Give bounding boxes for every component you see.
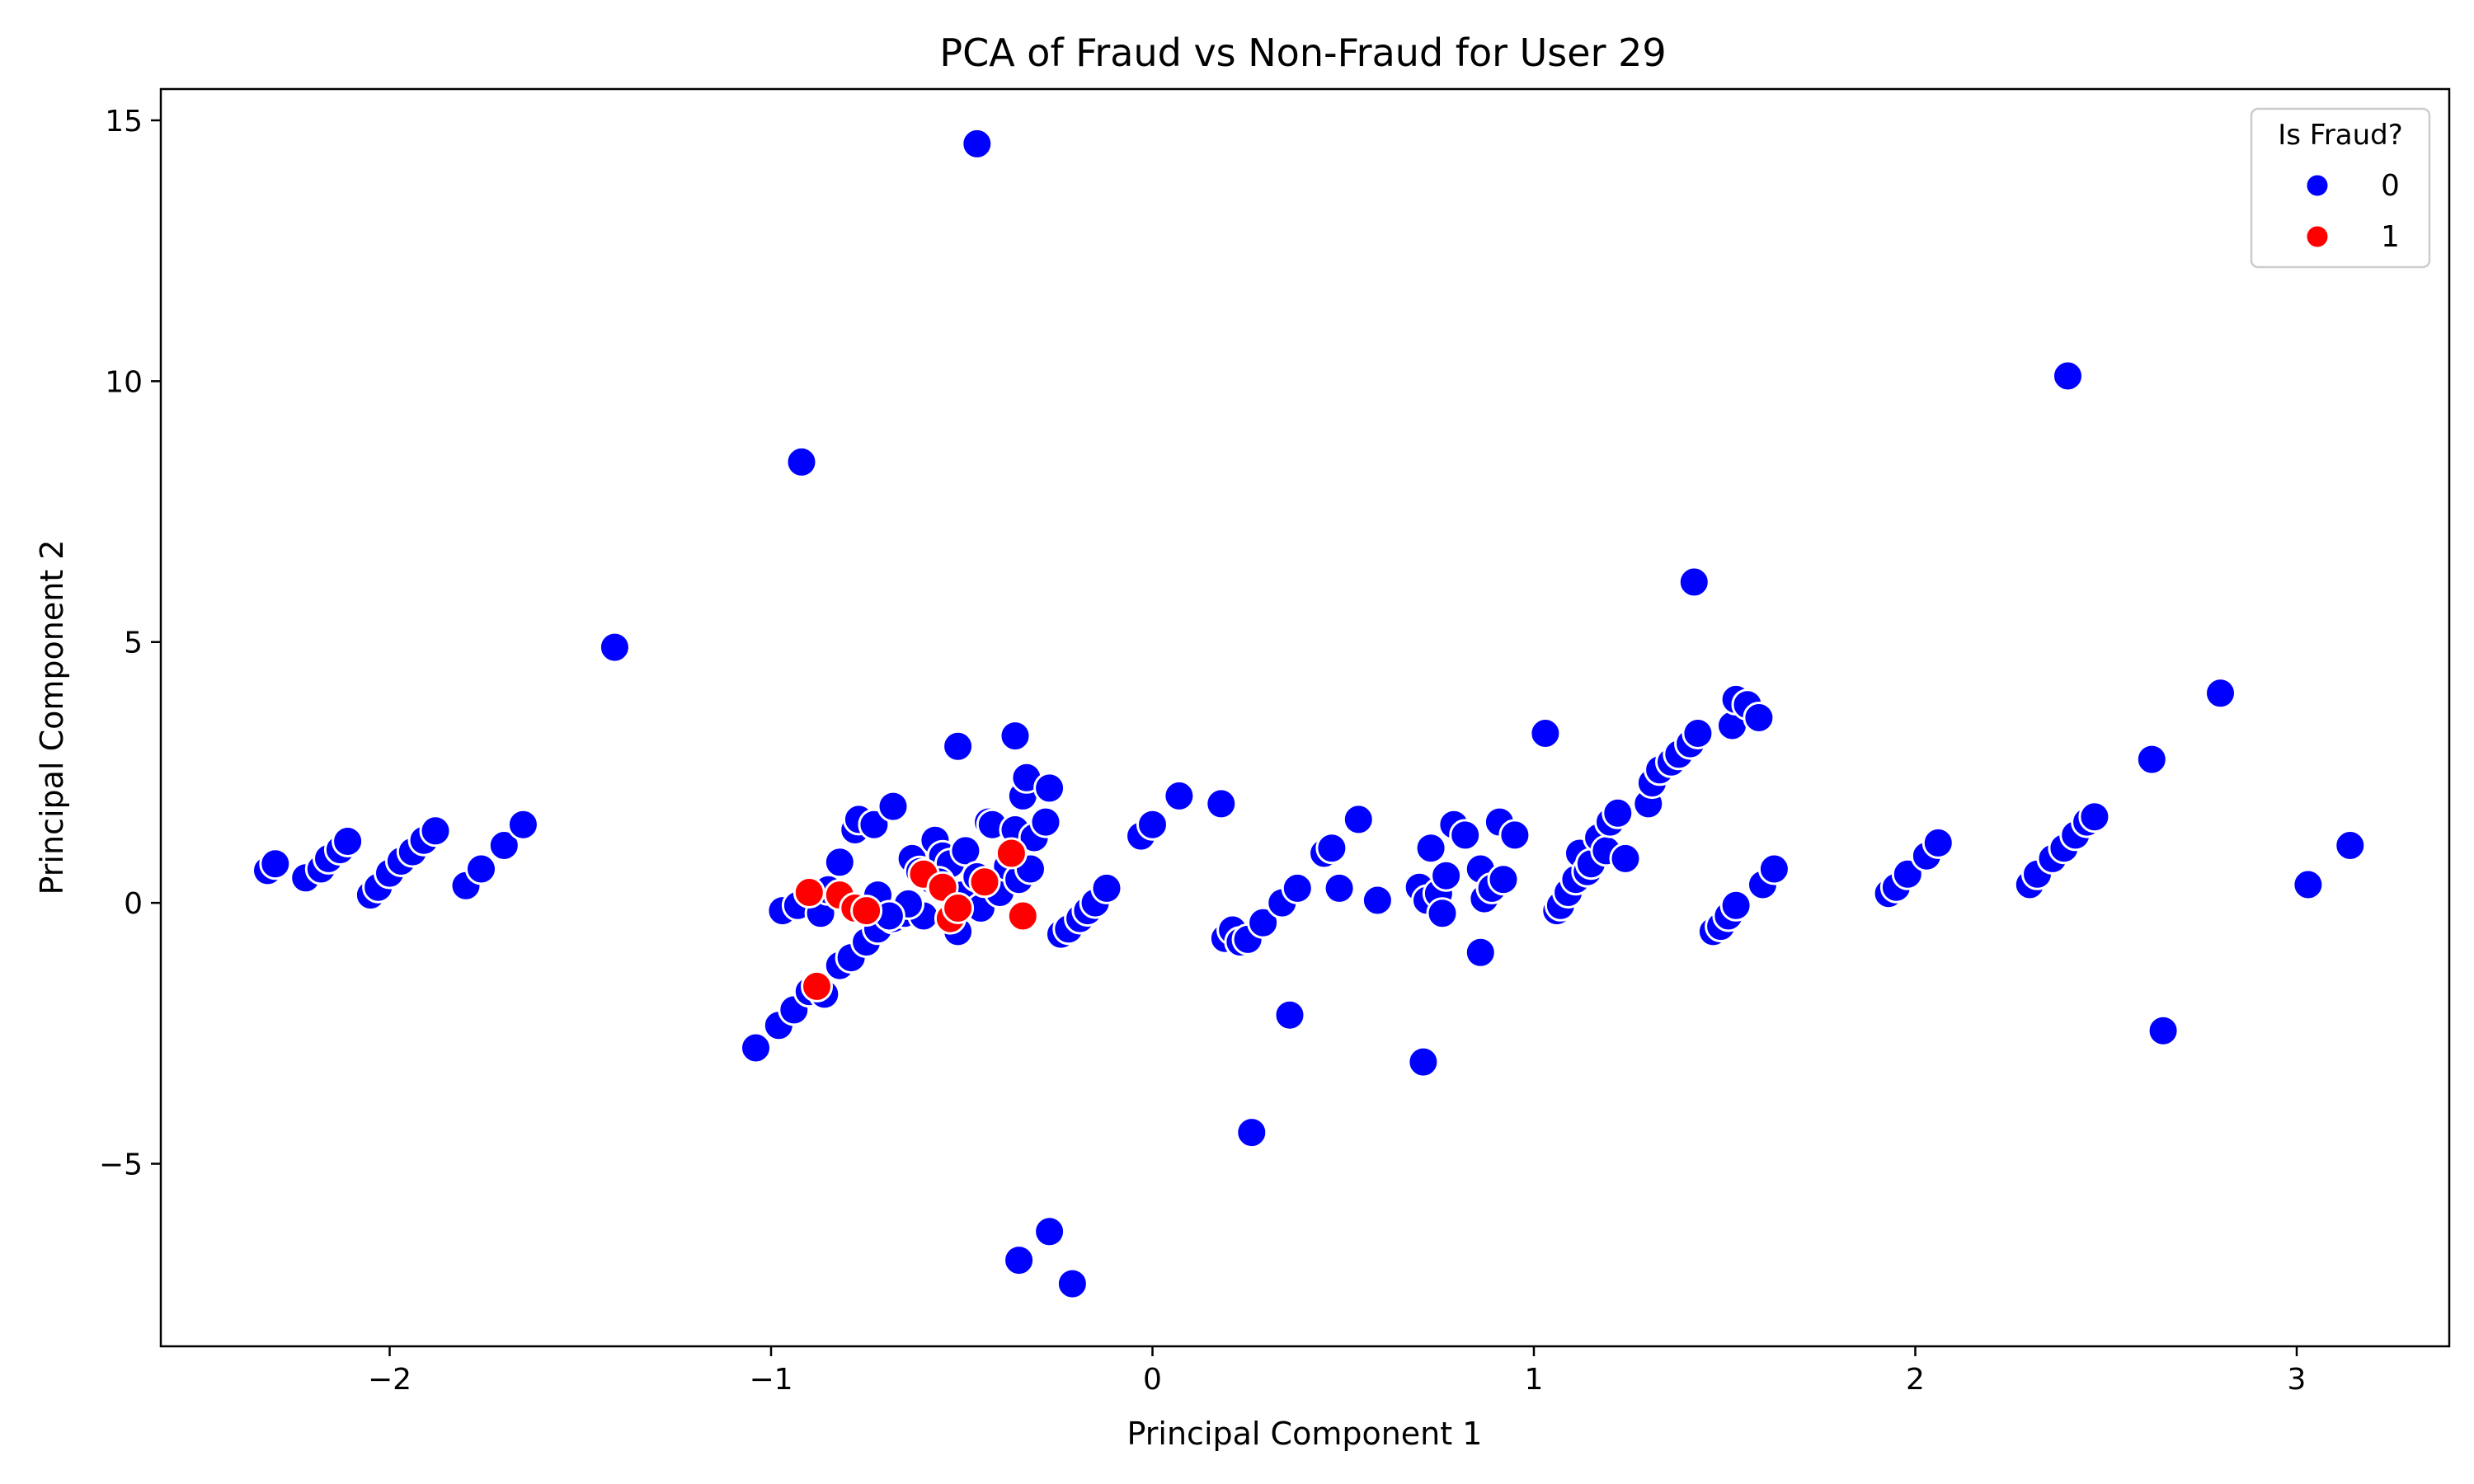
data-point-series-0 (1033, 1215, 1066, 1248)
data-point-series-0 (1430, 859, 1463, 892)
data-point-series-0 (1281, 871, 1314, 904)
data-point-series-0 (332, 825, 365, 857)
data-point-series-0 (785, 445, 818, 478)
data-point-series-0 (487, 829, 520, 862)
y-tick-label: 10 (105, 365, 143, 399)
data-point-series-0 (1414, 832, 1447, 865)
data-point-series-0 (877, 790, 910, 823)
data-point-series-0 (2334, 829, 2367, 862)
data-point-series-0 (1361, 884, 1394, 917)
data-point-series-0 (1163, 779, 1196, 812)
x-tick-label: −2 (368, 1363, 412, 1397)
data-point-series-0 (942, 730, 975, 763)
data-point-series-0 (1426, 897, 1459, 930)
data-point-series-0 (1235, 1116, 1268, 1149)
legend: Is Fraud? 0 1 (2250, 107, 2431, 269)
y-tick-label: −5 (99, 1148, 143, 1182)
y-tick-label: 5 (124, 627, 143, 660)
data-point-series-0 (2292, 868, 2325, 901)
data-point-series-0 (999, 720, 1032, 753)
data-point-series-0 (1136, 808, 1169, 841)
data-point-series-0 (1247, 906, 1280, 939)
legend-title: Is Fraud? (2278, 119, 2403, 152)
legend-box (2250, 107, 2431, 269)
data-point-series-0 (1003, 1244, 1036, 1277)
y-axis-label: Principal Component 2 (34, 540, 70, 895)
data-point-series-0 (1315, 832, 1348, 865)
x-tick-label: 0 (1143, 1363, 1162, 1397)
data-point-series-0 (1407, 1045, 1440, 1078)
data-point-series-0 (1498, 819, 1531, 852)
data-point-series-0 (1743, 702, 1776, 734)
data-point-series-0 (2147, 1014, 2180, 1047)
data-point-series-0 (1273, 998, 1306, 1031)
data-point-series-0 (1602, 796, 1634, 829)
data-point-series-0 (1757, 852, 1790, 885)
data-point-series-0 (2204, 677, 2236, 710)
data-point-series-0 (1681, 717, 1714, 749)
data-point-series-0 (1677, 566, 1710, 599)
data-point-series-0 (506, 808, 539, 841)
data-point-series-0 (1205, 787, 1238, 820)
data-point-series-0 (1487, 863, 1520, 896)
data-point-series-0 (2135, 743, 2168, 776)
data-point-series-0 (1323, 871, 1356, 904)
chart-title: PCA of Fraud vs Non-Fraud for User 29 (939, 31, 1666, 75)
data-point-series-1 (801, 970, 833, 1003)
y-axis-ticks: −5 0 5 10 15 (99, 105, 161, 1182)
data-point-series-0 (1464, 936, 1497, 969)
data-point-series-0 (740, 1031, 772, 1064)
legend-marker-1 (2304, 223, 2331, 250)
data-point-series-0 (1090, 871, 1123, 904)
data-point-series-1 (793, 876, 825, 909)
data-point-series-0 (1056, 1267, 1089, 1300)
points-layer (252, 127, 2367, 1300)
x-tick-label: 1 (1525, 1363, 1544, 1397)
data-point-series-0 (1719, 889, 1752, 922)
data-point-series-0 (1921, 826, 1954, 859)
x-axis-label: Principal Component 1 (1127, 1416, 1483, 1452)
data-point-series-0 (259, 848, 292, 881)
plot-area-frame (159, 87, 2451, 1348)
data-point-series-0 (1029, 805, 1062, 838)
data-point-series-0 (1342, 803, 1375, 836)
data-point-series-1 (942, 892, 975, 924)
data-point-series-0 (2078, 801, 2111, 834)
data-point-series-0 (961, 127, 994, 160)
x-tick-label: −1 (749, 1363, 793, 1397)
data-point-series-0 (598, 631, 631, 664)
data-point-series-1 (995, 837, 1028, 870)
data-point-series-0 (1033, 772, 1066, 805)
x-tick-label: 2 (1906, 1363, 1925, 1397)
x-tick-label: 3 (2288, 1363, 2307, 1397)
y-tick-label: 15 (105, 105, 143, 139)
data-point-series-0 (419, 815, 452, 848)
data-point-series-0 (1529, 717, 1562, 749)
legend-label-0: 0 (2381, 169, 2400, 203)
data-point-series-0 (2052, 359, 2084, 392)
data-point-series-1 (850, 895, 883, 928)
legend-marker-0 (2304, 172, 2331, 199)
data-point-series-0 (823, 846, 856, 879)
data-point-series-1 (968, 866, 1001, 899)
data-point-series-0 (1609, 842, 1642, 875)
data-point-series-1 (1006, 899, 1039, 932)
data-point-series-0 (1449, 819, 1482, 852)
legend-label-1: 1 (2381, 220, 2400, 254)
x-axis-ticks: −2 −1 0 1 2 3 (368, 1346, 2306, 1397)
y-tick-label: 0 (124, 887, 143, 921)
data-point-series-0 (465, 852, 497, 885)
